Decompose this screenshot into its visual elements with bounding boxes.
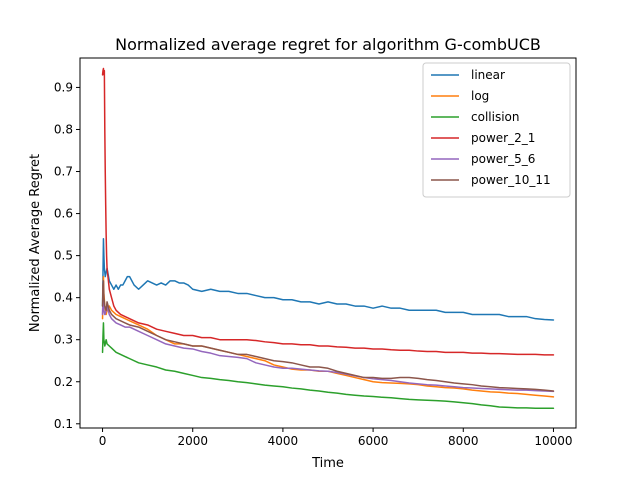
x-tick-label: 4000 [268,434,299,448]
x-tick-label: 0 [99,434,107,448]
series-line-power-2-1 [101,67,555,356]
legend-label: power_10_11 [471,173,551,187]
y-tick-label: 0.2 [54,375,73,389]
y-tick-label: 0.8 [54,122,73,136]
y-tick-label: 0.4 [54,291,73,305]
y-axis-label: Normalized Average Regret [28,154,43,332]
series-line-collision [101,322,555,409]
series-line-power-5-6 [101,292,555,393]
legend-label: log [471,89,489,103]
x-tick-label: 10000 [534,434,572,448]
series-line-linear [101,238,555,321]
legend-label: linear [471,68,505,82]
x-tick-label: 2000 [177,434,208,448]
chart-title: Normalized average regret for algorithm … [115,35,541,54]
y-tick-label: 0.9 [54,80,73,94]
x-tick-label: 8000 [448,434,479,448]
y-tick-label: 0.6 [54,207,73,221]
series-layer [101,67,555,409]
y-tick-label: 0.3 [54,333,73,347]
ticks-layer: 0 2000 4000 6000 8000 10000 0.1 0.2 0.3 0.4 0.5 0.6… [54,80,573,448]
legend-label: power_2_1 [471,131,535,145]
x-axis-label: Time [311,456,344,471]
legend-label: power_5_6 [471,152,535,166]
legend-label: collision [471,110,519,124]
x-tick-label: 6000 [358,434,389,448]
y-tick-label: 0.1 [54,417,73,431]
legend-box [422,62,571,198]
y-tick-label: 0.7 [54,165,73,179]
y-tick-label: 0.5 [54,249,73,263]
series-line-power-10-11 [101,280,555,392]
legend: linear log collision power_2_1 power_5_6powe… [422,62,571,198]
plot-area-frame [79,57,577,429]
